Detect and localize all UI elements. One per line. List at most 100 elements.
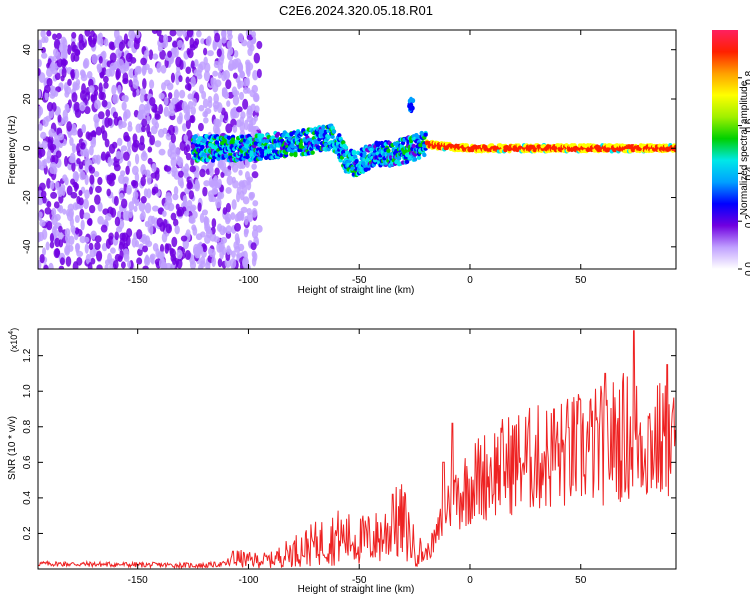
spectrogram-cell	[205, 228, 213, 239]
spectrogram-cell	[203, 180, 210, 187]
spectrogram-cell	[256, 40, 263, 50]
spectrogram-cell	[236, 191, 241, 203]
spectrogram-x-axis-label: Height of straight line (km)	[298, 285, 415, 296]
spectrogram-cell	[251, 250, 257, 258]
spectrogram-cell	[289, 152, 294, 157]
spectrogram-cell	[61, 58, 67, 66]
colorbar-tick-label: 0.4	[744, 166, 750, 180]
spectrogram-cell	[66, 185, 73, 196]
spectrogram-cell	[213, 236, 220, 243]
spectrogram-cell	[422, 152, 427, 158]
spectrogram-cell	[38, 68, 41, 77]
spectrogram-cell	[141, 118, 148, 128]
spectrogram-cell	[43, 36, 49, 44]
spectrogram-cell	[106, 174, 113, 185]
spectrogram-cell	[52, 33, 57, 40]
spectrogram-cell	[178, 112, 183, 123]
spectrogram-cell	[70, 128, 78, 136]
spectrogram-cell	[102, 75, 109, 83]
spectrogram-cell	[101, 58, 107, 70]
spectrogram-cell	[252, 69, 259, 81]
spectrogram-cell	[127, 260, 132, 268]
spectrogram-cell	[141, 233, 148, 245]
spectrogram-cell	[232, 89, 240, 97]
spectrogram-cell	[139, 213, 144, 221]
spectrogram-cell	[237, 80, 245, 88]
spectrogram-cell	[234, 222, 241, 232]
spectrogram-cell	[132, 139, 140, 148]
spectrogram-cell	[87, 262, 93, 269]
spectrogram-cell	[114, 216, 121, 227]
snr-x-axis-label: Height of straight line (km)	[298, 584, 415, 595]
spectrogram-x-tick-label: -150	[128, 275, 148, 286]
spectrogram-cell	[187, 179, 192, 189]
spectrogram-cell	[242, 87, 249, 94]
spectrogram-cell	[203, 117, 209, 124]
spectrogram-cell	[249, 150, 254, 156]
spectrogram-cell	[226, 135, 232, 140]
snr-x-tick-label: 0	[467, 575, 473, 586]
spectrogram-cell	[50, 61, 56, 70]
spectrogram-cell	[97, 63, 102, 74]
spectrogram-cell	[290, 144, 295, 149]
spectrogram-cell	[41, 140, 48, 150]
spectrogram-cell	[43, 84, 51, 94]
spectrogram-cell	[54, 72, 61, 81]
spectrogram-cell	[207, 247, 213, 256]
spectrogram-y-axis-label: Frequency (Hz)	[7, 116, 18, 185]
spectrogram-cell	[220, 30, 227, 38]
spectrogram-cell	[226, 175, 234, 186]
spectrogram-cell	[103, 38, 109, 47]
spectrogram-cell	[96, 264, 103, 269]
spectrogram-cell	[199, 168, 206, 178]
spectrogram-cell	[143, 256, 151, 267]
spectrogram-cell	[192, 139, 197, 144]
spectrogram-cell	[198, 104, 205, 112]
spectrogram-cell	[176, 258, 183, 269]
spectrogram-cell	[99, 71, 105, 79]
spectrogram-cell	[275, 131, 281, 137]
spectrogram-cell	[175, 74, 180, 86]
spectrogram-cell	[142, 78, 147, 90]
spectrogram-panel: -150 -100 -50 0 50 -40 -20 0 20 40 Height of stra…	[7, 29, 677, 296]
spectrogram-cell	[54, 181, 60, 191]
spectrogram-cell	[167, 50, 172, 58]
spectrogram-cell	[177, 39, 183, 49]
spectrogram-cell	[252, 200, 259, 207]
spectrogram-cell	[121, 94, 129, 102]
spectrogram-cell	[181, 123, 187, 132]
spectrogram-cell	[112, 93, 119, 105]
spectrogram-cell	[160, 262, 168, 269]
snr-multiplier-base: (x10	[9, 335, 19, 353]
spectrogram-cell	[123, 131, 130, 142]
spectrogram-cell	[263, 155, 269, 161]
spectrogram-cell	[61, 116, 67, 125]
spectrogram-cell	[170, 133, 176, 144]
spectrogram-cell	[134, 172, 140, 183]
spectrogram-cell	[95, 154, 101, 165]
snr-x-tick-label: 50	[575, 575, 587, 586]
spectrogram-cell	[41, 46, 46, 54]
spectrogram-cell	[231, 163, 239, 173]
snr-x-tick-label: -50	[352, 575, 367, 586]
spectrogram-cell	[94, 241, 101, 250]
spectrogram-cell	[205, 36, 212, 47]
spectrogram-cell	[220, 171, 225, 178]
snr-panel: -150 -100 -50 0 50 0.2 0.4 0.6 0.8 1.0 1.2 Height …	[7, 328, 677, 595]
spectrogram-cell	[111, 84, 117, 96]
spectrogram-cell	[46, 150, 52, 160]
spectrogram-cell	[90, 30, 96, 38]
spectrogram-cell	[116, 137, 123, 147]
spectrogram-cell	[84, 243, 89, 254]
snr-y-tick-label: 0.6	[22, 455, 33, 469]
spectrogram-cell	[221, 35, 227, 44]
spectrogram-cell	[39, 253, 45, 264]
spectrogram-cell	[144, 202, 152, 214]
spectrogram-cell	[54, 248, 60, 258]
spectrogram-cell	[93, 89, 99, 97]
spectrogram-cell	[74, 183, 80, 190]
spectrogram-cell	[38, 39, 43, 51]
spectrogram-cell	[46, 101, 54, 112]
spectrogram-cell	[53, 38, 61, 50]
spectrogram-cell	[192, 97, 197, 107]
